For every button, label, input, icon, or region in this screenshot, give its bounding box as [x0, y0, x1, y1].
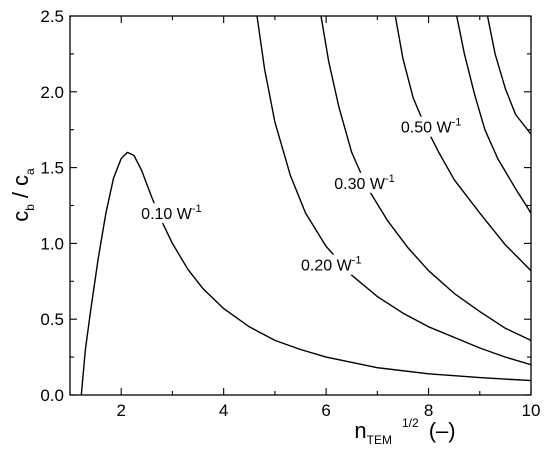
x-tick-label: 8	[424, 401, 433, 420]
contour-label-value: 0.20 W	[301, 258, 353, 275]
x-tick-label: 2	[116, 401, 125, 420]
contour-label-unit-exponent: -1	[452, 117, 462, 129]
contour-label-4: 0.50 W-1	[395, 116, 468, 137]
contour-label-bg	[295, 254, 368, 275]
contour-label-bg	[395, 116, 468, 137]
contour-label-unit-exponent: -1	[385, 173, 395, 185]
contour-label-text: 0.10 W-1	[141, 203, 201, 223]
x-tick-label: 6	[321, 401, 330, 420]
x-tick-label: 10	[522, 401, 541, 420]
x-axis-main: n	[354, 418, 366, 443]
contour-label-bg	[135, 203, 208, 224]
y-axis-title: cb/ca	[8, 168, 37, 222]
contour-line-1	[80, 151, 531, 395]
contour-line-4	[394, 16, 531, 272]
y-tick-label: 1.0	[40, 234, 64, 253]
ticks: 2 4 6 8 10 0.0 0.5 1.0 1.5 2.0 2.5	[40, 7, 540, 420]
contour-label-bg	[328, 172, 401, 193]
contour-line-2	[256, 16, 531, 366]
contour-lines	[80, 16, 531, 395]
x-axis-superscript: 1/2	[402, 416, 419, 430]
y-axis-c1-sub: b	[23, 204, 37, 211]
contour-line-5	[456, 16, 531, 214]
contour-label-value: 0.50 W	[401, 120, 453, 137]
contour-label-value: 0.30 W	[334, 176, 386, 193]
y-tick-label: 2.0	[40, 83, 64, 102]
x-axis-subscript: TEM	[367, 433, 392, 447]
contour-label-1: 0.10 W-1	[135, 203, 208, 224]
contour-label-2: 0.20 W-1	[295, 254, 368, 275]
contour-line-6	[486, 16, 531, 135]
x-axis-title: nTEM 1/2 (–)	[354, 416, 455, 447]
x-tick-label: 4	[219, 401, 228, 420]
contour-label-text: 0.20 W-1	[301, 255, 361, 275]
contour-label-text: 0.50 W-1	[401, 117, 461, 137]
contour-labels: 0.10 W-10.20 W-10.30 W-10.50 W-1	[135, 116, 468, 275]
y-tick-label: 1.5	[40, 159, 64, 178]
y-tick-label: 0.5	[40, 310, 64, 329]
y-axis-c2-sub: a	[23, 168, 37, 175]
contour-label-value: 0.10 W	[141, 206, 193, 223]
contour-label-text: 0.30 W-1	[334, 173, 394, 193]
contour-label-3: 0.30 W-1	[328, 172, 401, 193]
y-tick-label: 2.5	[40, 7, 64, 26]
x-axis-unit: (–)	[429, 418, 456, 443]
contour-label-unit-exponent: -1	[352, 255, 362, 267]
y-axis-c2: c	[8, 175, 33, 186]
contour-line-3	[320, 16, 531, 342]
y-axis-slash: /	[8, 191, 33, 198]
contour-label-unit-exponent: -1	[192, 203, 202, 215]
y-axis-c1: c	[8, 211, 33, 222]
y-tick-label: 0.0	[40, 386, 64, 405]
